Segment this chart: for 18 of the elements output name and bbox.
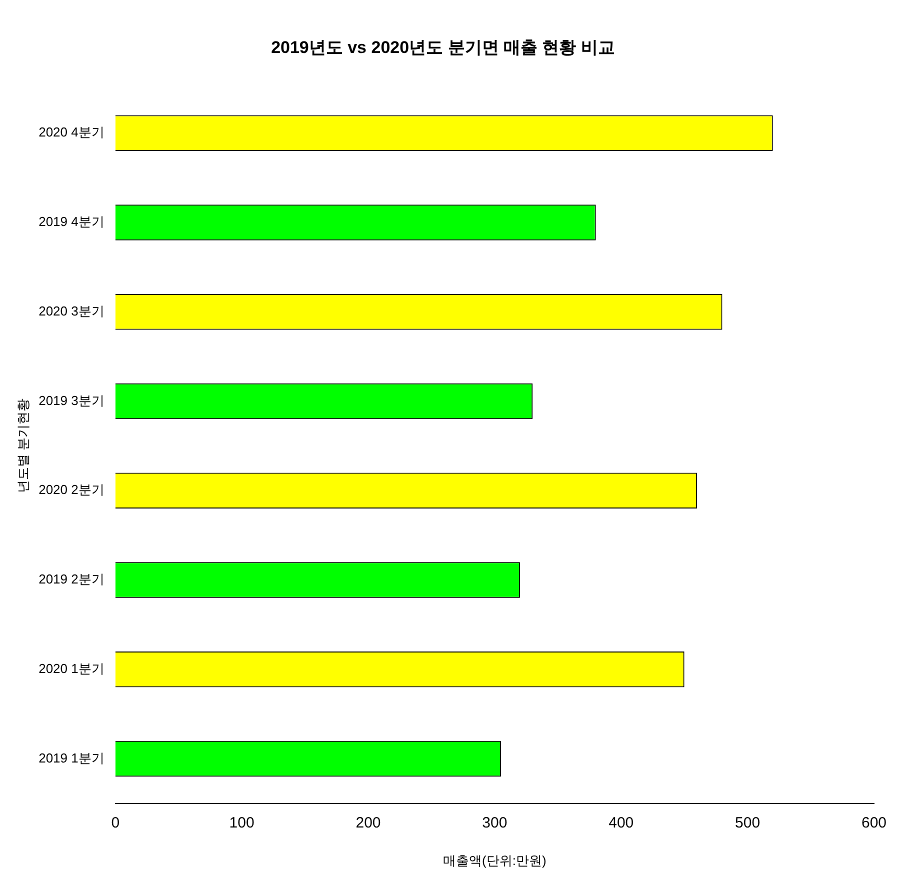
y-tick-label: 2019 4분기 [38,214,104,230]
x-tick-label: 500 [735,814,760,832]
x-tick-label: 0 [111,814,120,832]
x-tick-label: 300 [482,814,508,832]
x-tick-label: 600 [861,814,887,832]
y-tick-label: 2020 2분기 [38,482,104,498]
y-tick-label: 2019 1분기 [38,750,104,766]
x-tick-label: 400 [608,814,634,832]
y-tick-label: 2019 2분기 [38,572,104,587]
x-tick-label: 200 [356,814,381,832]
y-tick-label: 2020 1분기 [38,660,104,676]
y-tick-label: 2020 3분기 [38,303,104,318]
chart-title: 2019년도 vs 2020년도 분기면 매출 현황 비교 [271,38,615,57]
y-tick-label: 2019 3분기 [38,392,104,408]
x-tick-label: 100 [229,814,254,832]
y-axis-title: 년도별 분기현황 [15,398,30,494]
y-tick-label: 2020 4분기 [38,124,104,140]
x-axis-title: 매출액(단위:만원) [443,852,546,868]
